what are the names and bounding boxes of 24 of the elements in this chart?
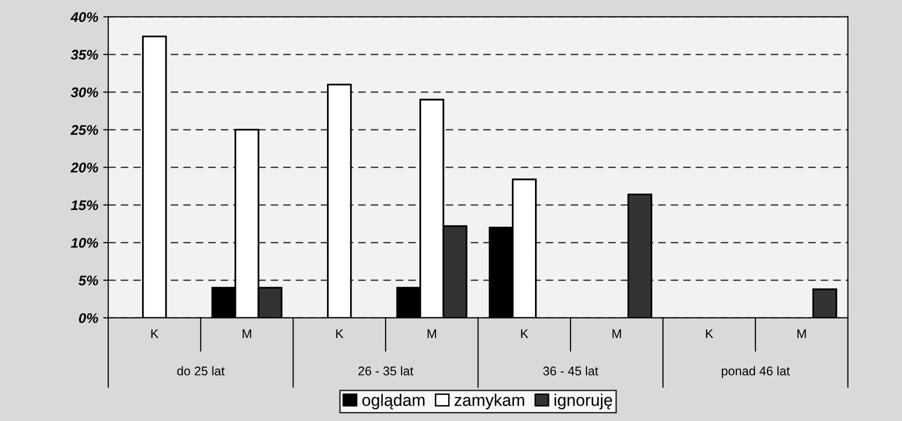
text: 36 - 45 lat: [543, 366, 598, 376]
y-tick-label: 15%: [70, 200, 98, 210]
text: 26 - 35 lat: [358, 366, 414, 376]
text: do 25 lat: [177, 366, 225, 376]
x-tick-label: K: [151, 329, 158, 338]
y-tick-label: 20%: [70, 162, 98, 173]
y-tick-label: 25%: [70, 125, 98, 135]
text: ponad 46 lat: [722, 366, 790, 378]
x-tick-label: K: [336, 329, 344, 338]
x-tick-label: M: [242, 329, 252, 338]
y-tick-label: 40%: [70, 12, 98, 22]
y-tick-label: 5%: [78, 276, 98, 286]
y-tick-label: 35%: [70, 50, 98, 60]
y-tick-label: 0%: [79, 313, 98, 324]
x-tick-label: M: [612, 329, 621, 338]
y-tick-label: 10%: [70, 238, 98, 248]
legend-label: zamykam: [454, 394, 524, 410]
x-tick-label: K: [521, 329, 528, 338]
legend-label: oglądam: [362, 394, 424, 410]
legend-label: ignoruję: [554, 394, 612, 410]
x-tick-label: K: [706, 329, 714, 338]
x-tick-label: M: [428, 329, 436, 338]
x-tick-label: M: [797, 329, 806, 338]
y-tick-label: 30%: [70, 87, 98, 98]
